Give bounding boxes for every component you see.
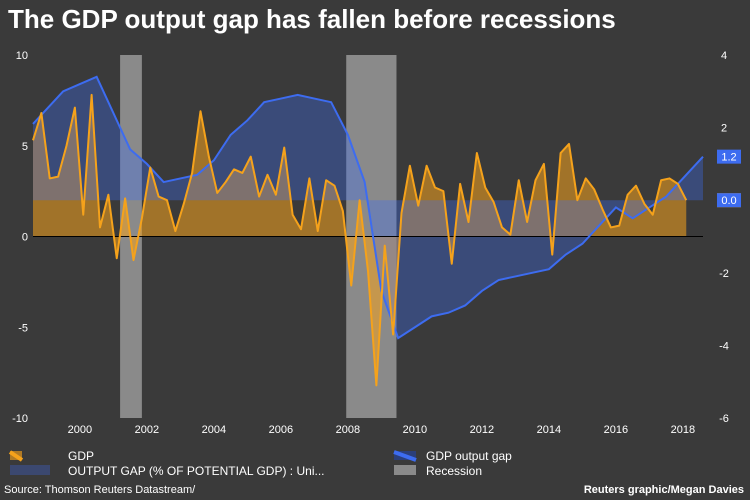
legend-label-gap: GDP output gap	[426, 449, 512, 463]
y-left-tick-label: -10	[12, 413, 28, 425]
end-label-gap-zero-box	[717, 193, 741, 208]
y-left-tick-label: -5	[18, 322, 28, 334]
x-tick-label: 2002	[135, 424, 159, 436]
gap-area-fill	[33, 76, 703, 339]
legend-item-gap-area: OUTPUT GAP (% OF POTENTIAL GDP) : Uni...	[10, 464, 324, 478]
y-right-tick-label: -4	[719, 340, 729, 352]
x-tick-label: 2018	[671, 424, 695, 436]
x-tick-label: 2014	[537, 424, 561, 436]
gap-area	[33, 76, 703, 339]
gap-line	[32, 75, 704, 340]
x-tick-label: 2004	[202, 424, 226, 436]
legend-swatch-gap-area	[10, 465, 50, 475]
x-axis: 2000 2002 2004 2006 2008 2010 2012 2014 2016 2018	[68, 424, 695, 436]
x-tick-label: 2008	[336, 424, 360, 436]
end-labels: 1.22.00.0	[717, 149, 741, 208]
legend-swatch-recession	[394, 465, 416, 475]
y-left-tick-label: 10	[16, 50, 28, 62]
legend-label-gdp: GDP	[68, 449, 94, 463]
credit-note: Reuters graphic/Megan Davies	[583, 484, 744, 496]
legend: GDP GDP output gap OUTPUT GAP (% OF POTE…	[8, 449, 512, 478]
gdp-line	[32, 93, 688, 387]
x-tick-label: 2000	[68, 424, 92, 436]
y-right-tick-label: 2	[721, 123, 727, 135]
y-right-tick-label: -2	[719, 268, 729, 280]
gdp-series-line	[32, 93, 688, 387]
x-tick-label: 2010	[403, 424, 427, 436]
x-tick-label: 2006	[269, 424, 293, 436]
gdp-area	[33, 94, 687, 386]
y-axis-left: 10 5 0 -5 -10	[12, 50, 28, 425]
x-tick-label: 2012	[470, 424, 494, 436]
legend-swatch-gdp-line	[8, 450, 24, 462]
y-right-tick-label: 4	[721, 50, 727, 62]
y-left-tick-label: 0	[22, 232, 28, 244]
y-left-tick-label: 5	[22, 141, 28, 153]
legend-label-gap-area: OUTPUT GAP (% OF POTENTIAL GDP) : Uni...	[68, 464, 324, 478]
legend-item-gdp: GDP	[8, 449, 94, 463]
x-tick-label: 2016	[604, 424, 628, 436]
y-right-tick-label: -6	[719, 413, 729, 425]
y-axis-right: 420-2-4-6	[719, 50, 729, 425]
end-label-gap: 1.2	[721, 152, 736, 164]
legend-label-recession: Recession	[426, 464, 482, 478]
end-label-gap-zero: 0.0	[721, 195, 736, 207]
legend-item-recession: Recession	[394, 464, 482, 478]
source-note: Source: Thomson Reuters Datastream/	[4, 484, 196, 496]
end-label-gap-box	[717, 149, 741, 164]
legend-item-gap: GDP output gap	[393, 449, 512, 463]
gap-series-line	[32, 75, 704, 340]
chart-title: The GDP output gap has fallen before rec…	[8, 4, 616, 34]
legend-swatch-gap-line	[393, 450, 417, 462]
gdp-area-fill	[33, 94, 687, 386]
